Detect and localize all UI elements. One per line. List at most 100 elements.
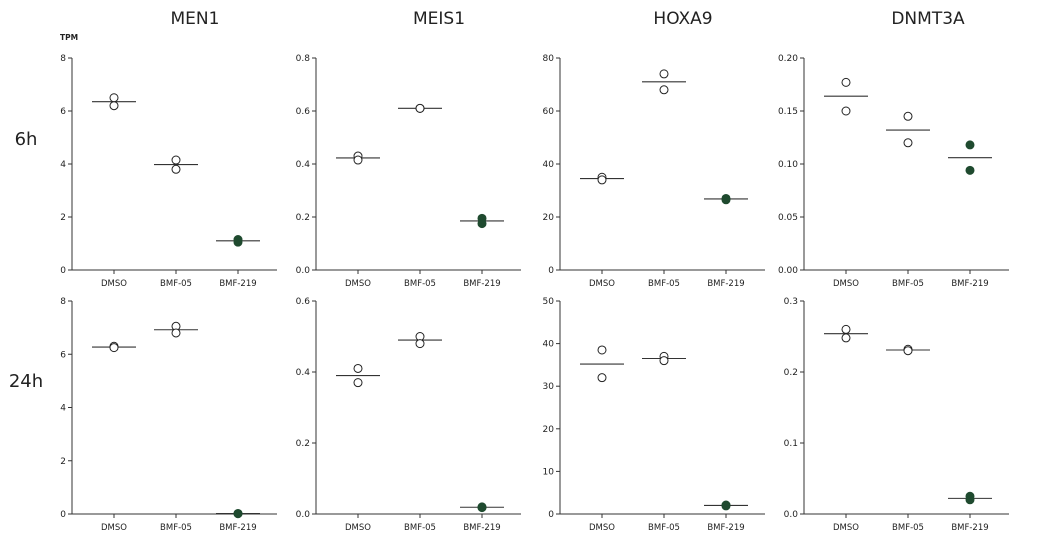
column-title-men1: MEN1 (171, 9, 220, 29)
x-tick-label-bmf-05: BMF-05 (648, 523, 680, 533)
y-tick-label: 60 (543, 107, 555, 117)
data-point-dmso (597, 373, 607, 383)
panel-men1-24h: 0 2 4 6 8 DMSO BMF-05 BMF-219 (60, 297, 277, 533)
y-tick-label: 4 (60, 160, 66, 170)
y-tick-label: 0.4 (296, 368, 311, 378)
y-tick-label: 2 (60, 213, 66, 223)
data-point-dmso (109, 343, 119, 353)
x-tick-label-dmso: DMSO (833, 279, 859, 289)
panel-meis1-6h: 0.0 0.2 0.4 0.6 0.8 DMSO BMF-05 BMF-219 (296, 54, 521, 289)
column-title-hoxa9: HOXA9 (653, 9, 712, 29)
y-tick-label: 30 (543, 382, 555, 392)
x-tick-label-bmf-219: BMF-219 (463, 523, 500, 533)
y-tick-label: 0.05 (778, 213, 798, 223)
data-point-dmso (597, 345, 607, 355)
panel-hoxa9-6h: 0 20 40 60 80 DMSO BMF-05 BMF-219 (543, 54, 765, 289)
data-point-bmf-219 (721, 501, 731, 511)
data-point-bmf-05 (659, 69, 669, 79)
x-tick-label-dmso: DMSO (833, 523, 859, 533)
y-tick-label: 0.15 (778, 107, 798, 117)
y-tick-label: 0.0 (296, 510, 311, 520)
column-titles: MEN1 MEIS1 HOXA9 DNMT3A (171, 9, 965, 29)
y-tick-label: 0.6 (296, 297, 311, 307)
y-tick-label: 0.3 (784, 297, 798, 307)
data-point-bmf-05 (903, 138, 913, 148)
x-tick-label-dmso: DMSO (589, 523, 615, 533)
data-point-bmf-219 (721, 195, 731, 205)
y-tick-label: 8 (60, 297, 66, 307)
panel-dnmt3a-6h: 0.00 0.05 0.10 0.15 0.20 DMSO BMF-05 BMF-219 (778, 54, 1009, 289)
x-tick-label-dmso: DMSO (345, 279, 371, 289)
y-tick-label: 0 (548, 266, 554, 276)
y-tick-label: 0.00 (778, 266, 798, 276)
x-tick-label-bmf-05: BMF-05 (892, 523, 924, 533)
y-tick-label: 0.2 (296, 439, 310, 449)
y-tick-label: 40 (543, 160, 555, 170)
data-point-bmf-05 (171, 155, 181, 165)
y-tick-label: 20 (543, 425, 555, 435)
x-tick-label-bmf-05: BMF-05 (648, 279, 680, 289)
y-tick-label: 50 (543, 297, 555, 307)
data-point-bmf-05 (659, 356, 669, 366)
y-tick-label: 0.6 (296, 107, 311, 117)
x-tick-label-dmso: DMSO (589, 279, 615, 289)
panel-men1-6h: 0 2 4 6 8 DMSO BMF-05 BMF-219 (60, 54, 277, 289)
x-tick-label-dmso: DMSO (345, 523, 371, 533)
data-point-bmf-05 (903, 111, 913, 121)
y-tick-label: 0 (60, 266, 66, 276)
row-labels: 6h 24h (9, 129, 43, 392)
x-tick-label-bmf-219: BMF-219 (707, 279, 744, 289)
y-tick-label: 20 (543, 213, 555, 223)
y-tick-label: 4 (60, 404, 66, 414)
y-tick-label: 40 (543, 340, 555, 350)
x-tick-label-bmf-05: BMF-05 (160, 523, 192, 533)
row-label-24h: 24h (9, 371, 43, 392)
x-tick-label-dmso: DMSO (101, 523, 127, 533)
data-point-dmso (841, 77, 851, 87)
data-point-dmso (353, 363, 363, 373)
column-title-dnmt3a: DNMT3A (891, 9, 965, 29)
y-tick-label: 0.20 (778, 54, 798, 64)
data-point-bmf-219 (233, 509, 243, 519)
data-point-bmf-05 (659, 85, 669, 95)
panel-meis1-24h: 0.0 0.2 0.4 0.6 DMSO BMF-05 BMF-219 (296, 297, 521, 533)
y-tick-label: 80 (543, 54, 555, 64)
x-tick-label-bmf-219: BMF-219 (707, 523, 744, 533)
x-tick-label-bmf-219: BMF-219 (951, 279, 988, 289)
y-tick-label: 6 (60, 107, 66, 117)
x-tick-label-dmso: DMSO (101, 279, 127, 289)
data-point-bmf-05 (415, 103, 425, 113)
x-tick-label-bmf-219: BMF-219 (951, 523, 988, 533)
data-point-dmso (353, 378, 363, 388)
y-tick-label: 8 (60, 54, 66, 64)
data-point-bmf-219 (233, 237, 243, 247)
y-tick-label: 0.2 (296, 213, 310, 223)
y-tick-label: 0.2 (784, 368, 798, 378)
y-tick-label: 0.0 (296, 266, 311, 276)
y-tick-label: 10 (543, 467, 555, 477)
data-point-dmso (841, 106, 851, 116)
column-title-meis1: MEIS1 (413, 9, 465, 29)
data-point-bmf-219 (965, 165, 975, 175)
data-point-bmf-05 (903, 346, 913, 356)
data-point-bmf-05 (415, 339, 425, 349)
row-label-6h: 6h (15, 129, 38, 150)
y-tick-label: 0 (60, 510, 66, 520)
chart-panels: 0 2 4 6 8 DMSO BMF-05 BMF-219 0.0 0.2 0.4 0.6 0.8 DMS… (60, 54, 1009, 533)
data-point-dmso (353, 155, 363, 165)
data-point-bmf-05 (171, 328, 181, 338)
y-tick-label: 0.4 (296, 160, 311, 170)
panel-hoxa9-24h: 0 10 20 30 40 50 DMSO BMF-05 BMF-219 (543, 297, 765, 533)
x-tick-label-bmf-05: BMF-05 (892, 279, 924, 289)
x-tick-label-bmf-05: BMF-05 (160, 279, 192, 289)
data-point-dmso (109, 101, 119, 111)
data-point-bmf-219 (477, 219, 487, 229)
x-tick-label-bmf-219: BMF-219 (463, 279, 500, 289)
y-tick-label: 0.10 (778, 160, 798, 170)
y-tick-label: 0.1 (784, 439, 798, 449)
data-point-dmso (597, 175, 607, 185)
data-point-dmso (841, 324, 851, 334)
x-tick-label-bmf-05: BMF-05 (404, 523, 436, 533)
x-tick-label-bmf-05: BMF-05 (404, 279, 436, 289)
